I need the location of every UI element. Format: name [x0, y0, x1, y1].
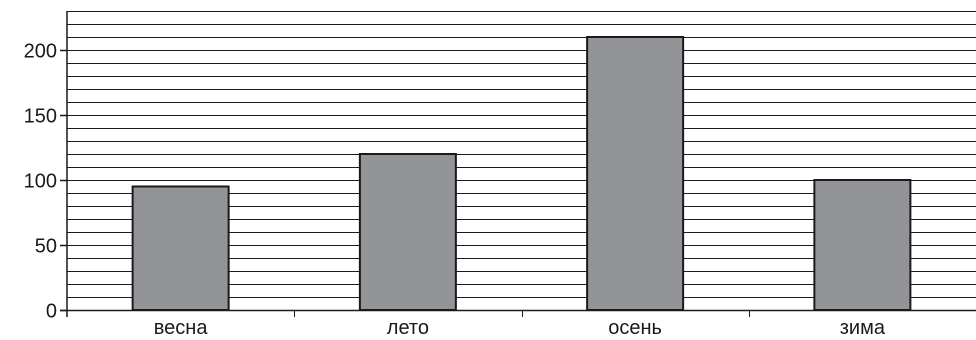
y-tick-label: 100 [24, 171, 57, 193]
bar-3 [586, 36, 685, 311]
axes [60, 11, 976, 317]
x-tick-label: лето [387, 317, 429, 339]
x-tick-label: весна [154, 317, 209, 339]
bar-2 [358, 153, 457, 311]
y-tick-label: 50 [35, 236, 57, 258]
y-tick-label: 0 [46, 301, 57, 323]
bar-1 [131, 185, 230, 311]
axis-labels: весна лето осень зима 0 50 100 150 200 [24, 41, 886, 340]
x-tick-label: зима [840, 317, 886, 339]
bars [131, 36, 912, 311]
x-tick-label: осень [608, 317, 662, 339]
y-tick-label: 200 [24, 41, 57, 63]
y-tick-label: 150 [24, 106, 57, 128]
bar-4 [813, 179, 912, 311]
